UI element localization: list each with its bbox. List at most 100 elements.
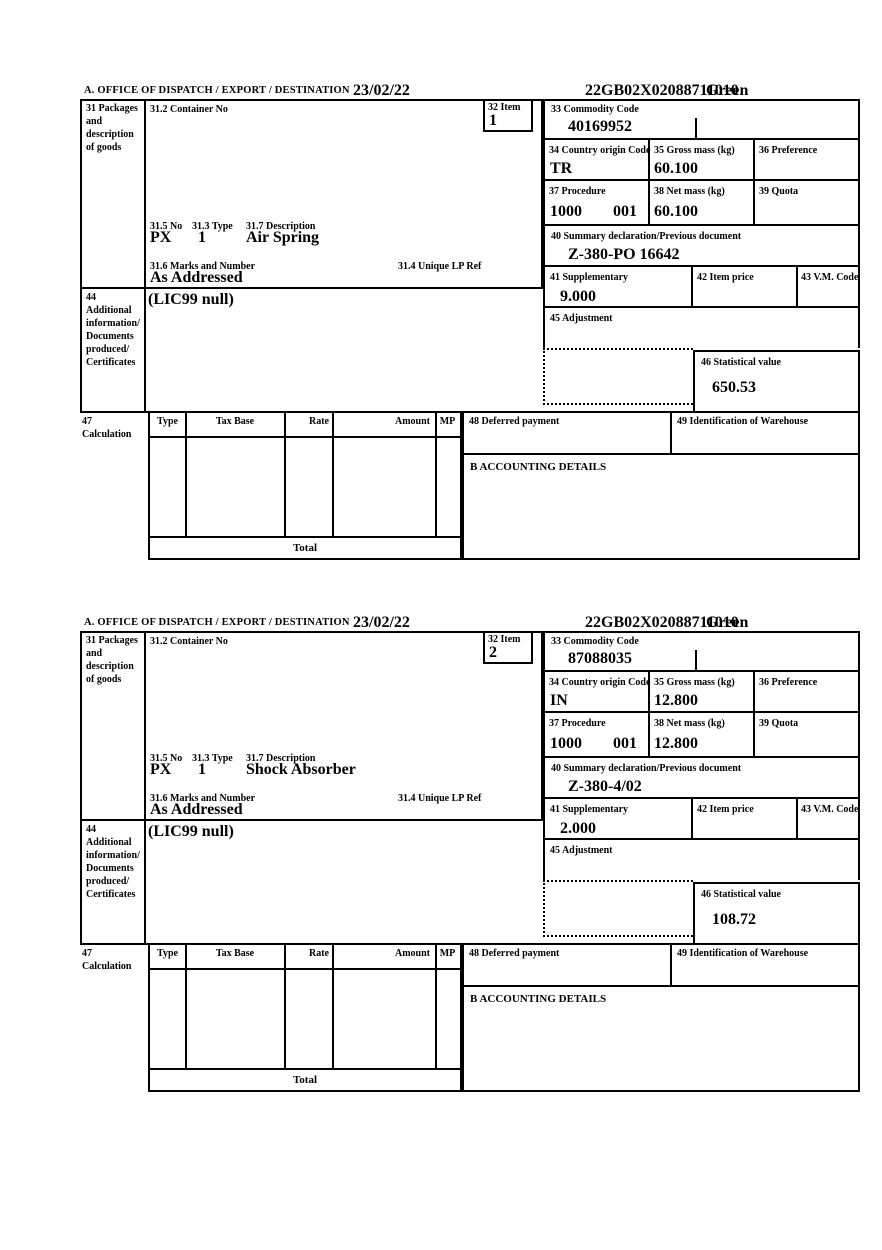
- box31-2-label: 31.2 Container No: [150, 104, 228, 115]
- box34-label: 34 Country origin Code: [549, 677, 651, 688]
- form-top-border: [80, 99, 860, 101]
- commodity-code-divider: [695, 650, 697, 670]
- box48-deferred-payment-cell: 48 Deferred payment: [462, 943, 672, 987]
- box31-4-label: 31.4 Unique LP Ref: [398, 793, 482, 804]
- box31-3-label: 31.3 Type: [192, 221, 233, 232]
- box40-summary-declaration-cell: 40 Summary declaration/Previous document…: [543, 226, 860, 267]
- box41-label: 41 Supplementary: [550, 272, 629, 283]
- calculation-total-row: Total: [148, 1070, 462, 1092]
- procedure-extra-value: 001: [613, 735, 637, 752]
- box34-country-origin-cell: 34 Country origin Code TR: [543, 140, 650, 181]
- box44-additional-info-content: (LIC99 null): [146, 819, 543, 943]
- box31-7-label: 31.7 Description: [246, 221, 316, 232]
- box35-label: 35 Gross mass (kg): [654, 145, 735, 156]
- calc-header-tax-base: Tax Base: [215, 948, 255, 959]
- box46-label: 46 Statistical value: [701, 889, 781, 900]
- box31-2-label: 31.2 Container No: [150, 636, 228, 647]
- box32-item-cell: 32 Item 1: [483, 99, 533, 132]
- calc-column-divider: [284, 411, 286, 536]
- package-no-value: PX: [150, 229, 172, 246]
- calc-header-type: Type: [157, 416, 178, 427]
- item-number-value: 2: [489, 644, 497, 661]
- box46-statistical-value-cell: 46 Statistical value 650.53: [693, 350, 860, 411]
- box47-label: 47 Calculation: [82, 948, 132, 972]
- box35-gross-mass-cell: 35 Gross mass (kg) 60.100: [650, 140, 755, 181]
- box32-label: 32 Item: [488, 634, 521, 645]
- office-of-dispatch-heading: A. OFFICE OF DISPATCH / EXPORT / DESTINA…: [84, 85, 350, 96]
- box31-label: 31 Packages and description of goods: [86, 635, 138, 685]
- box43-label: 43 V.M. Code: [801, 272, 859, 283]
- calc-column-divider: [185, 411, 187, 536]
- box45-adjustment-cell: 45 Adjustment: [543, 308, 860, 348]
- box37-label: 37 Procedure: [549, 186, 606, 197]
- declaration-reference-number: 22GB02X02088711010: [585, 614, 739, 631]
- box44-overflow-area: [543, 880, 693, 937]
- accounting-details-cell: B ACCOUNTING DETAILS: [462, 455, 860, 560]
- box31-3-label: 31.3 Type: [192, 753, 233, 764]
- box36-preference-cell: 36 Preference: [755, 672, 860, 713]
- supplementary-value: 9.000: [560, 288, 596, 305]
- box41-supplementary-cell: 41 Supplementary 2.000: [543, 799, 693, 840]
- summary-declaration-value: Z-380-4/02: [568, 778, 642, 795]
- commodity-code-value: 40169952: [568, 118, 632, 135]
- procedure-value: 1000: [550, 203, 582, 220]
- item-number-value: 1: [489, 112, 497, 129]
- accounting-details-cell: B ACCOUNTING DETAILS: [462, 987, 860, 1092]
- box33-label: 33 Commodity Code: [551, 104, 639, 115]
- calc-header-mp: MP: [439, 416, 456, 427]
- accounting-details-label: B ACCOUNTING DETAILS: [470, 461, 607, 473]
- box44-additional-info-label-cell: 44 Additional information/ Documents pro…: [80, 819, 146, 943]
- calculation-table: Type Tax Base Rate Amount MP: [148, 943, 462, 1070]
- box39-label: 39 Quota: [759, 186, 799, 197]
- box36-preference-cell: 36 Preference: [755, 140, 860, 181]
- statistical-value: 650.53: [712, 379, 756, 396]
- supplementary-value: 2.000: [560, 820, 596, 837]
- box40-label: 40 Summary declaration/Previous document: [551, 763, 742, 774]
- net-mass-value: 60.100: [654, 203, 698, 220]
- form-top-border: [80, 631, 860, 633]
- box31-7-label: 31.7 Description: [246, 753, 316, 764]
- procedure-value: 1000: [550, 735, 582, 752]
- gross-mass-value: 12.800: [654, 692, 698, 709]
- box37-procedure-cell: 37 Procedure 1000 001: [543, 181, 650, 226]
- box43-vm-code-cell: 43 V.M. Code: [798, 799, 860, 840]
- box37-procedure-cell: 37 Procedure 1000 001: [543, 713, 650, 758]
- box44-additional-info-label-cell: 44 Additional information/ Documents pro…: [80, 287, 146, 411]
- additional-info-value: (LIC99 null): [148, 291, 234, 308]
- declaration-date: 23/02/22: [353, 82, 410, 99]
- calc-header-rate: Rate: [309, 416, 329, 427]
- box34-label: 34 Country origin Code: [549, 145, 651, 156]
- box39-quota-cell: 39 Quota: [755, 713, 860, 758]
- box31-4-label: 31.4 Unique LP Ref: [398, 261, 482, 272]
- declaration-reference-number: 22GB02X02088711010: [585, 82, 739, 99]
- box49-label: 49 Identification of Warehouse: [677, 416, 809, 427]
- box48-label: 48 Deferred payment: [469, 948, 560, 959]
- box38-net-mass-cell: 38 Net mass (kg) 12.800: [650, 713, 755, 758]
- additional-info-value: (LIC99 null): [148, 823, 234, 840]
- calc-column-divider: [185, 943, 187, 1068]
- country-origin-value: TR: [550, 160, 573, 177]
- calc-column-divider: [332, 411, 334, 536]
- box38-label: 38 Net mass (kg): [654, 186, 725, 197]
- box31-5-label: 31.5 No: [150, 221, 183, 232]
- box41-supplementary-cell: 41 Supplementary 9.000: [543, 267, 693, 308]
- box35-label: 35 Gross mass (kg): [654, 677, 735, 688]
- box36-label: 36 Preference: [759, 677, 818, 688]
- box31-5-label: 31.5 No: [150, 753, 183, 764]
- package-type-value: 1: [198, 229, 206, 246]
- box43-label: 43 V.M. Code: [801, 804, 859, 815]
- box33-commodity-code-cell: 33 Commodity Code 40169952: [543, 99, 860, 140]
- box39-quota-cell: 39 Quota: [755, 181, 860, 226]
- gross-mass-value: 60.100: [654, 160, 698, 177]
- box48-label: 48 Deferred payment: [469, 416, 560, 427]
- summary-declaration-value: Z-380-PO 16642: [568, 246, 680, 263]
- calc-header-amount: Amount: [394, 416, 430, 427]
- office-of-dispatch-heading: A. OFFICE OF DISPATCH / EXPORT / DESTINA…: [84, 617, 350, 628]
- box45-adjustment-cell: 45 Adjustment: [543, 840, 860, 880]
- declaration-item-block: A. OFFICE OF DISPATCH / EXPORT / DESTINA…: [80, 614, 860, 1094]
- box31-packages-label-cell: 31 Packages and description of goods: [80, 99, 146, 287]
- box47-label: 47 Calculation: [82, 416, 132, 440]
- box39-label: 39 Quota: [759, 718, 799, 729]
- box38-net-mass-cell: 38 Net mass (kg) 60.100: [650, 181, 755, 226]
- box49-label: 49 Identification of Warehouse: [677, 948, 809, 959]
